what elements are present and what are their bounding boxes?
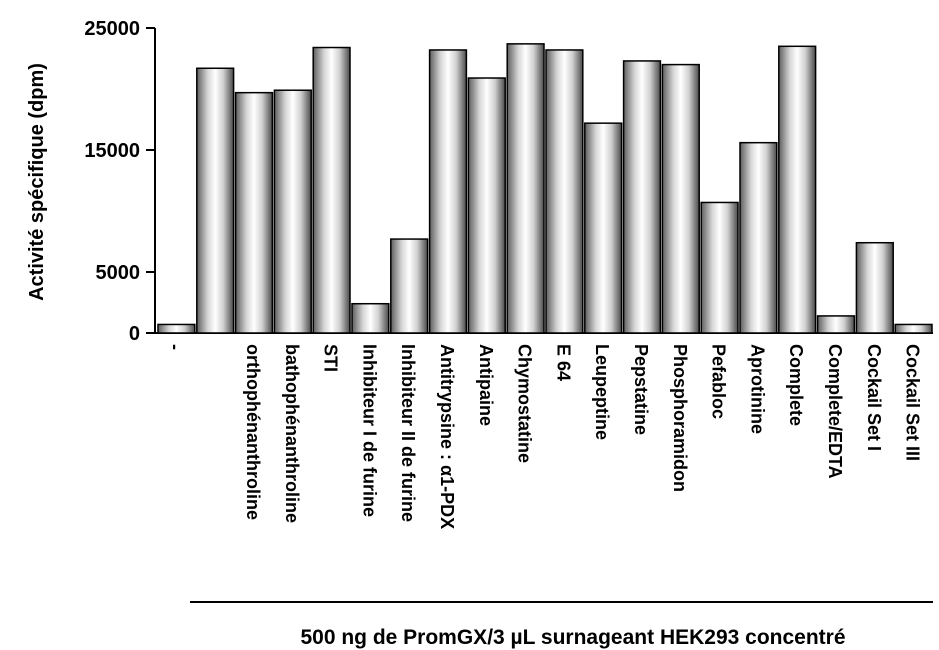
bar bbox=[351, 302, 390, 334]
bar bbox=[273, 89, 312, 334]
bars bbox=[157, 43, 933, 334]
bar bbox=[467, 77, 506, 334]
bar bbox=[234, 91, 274, 334]
x-tick-label: orthophénanthroline bbox=[243, 344, 263, 520]
x-tick-label: Inhibiteur II de furine bbox=[398, 344, 418, 522]
bar bbox=[312, 46, 351, 334]
x-axis-label: 500 ng de PromGX/3 µL surnageant HEK293 … bbox=[300, 626, 845, 649]
x-tick-label: Phosphoramidon bbox=[670, 344, 690, 492]
y-tick-label: 5000 bbox=[96, 262, 141, 284]
y-tick-label: 0 bbox=[129, 323, 140, 345]
bar bbox=[855, 241, 894, 334]
y-axis-label: Activité spécifique (dpm) bbox=[26, 63, 48, 301]
x-tick-label: Pepstatine bbox=[631, 344, 651, 435]
bar bbox=[428, 49, 468, 334]
bar bbox=[622, 60, 662, 334]
bar bbox=[816, 315, 856, 334]
y-tick-label: 15000 bbox=[84, 140, 140, 162]
bar bbox=[700, 201, 739, 334]
x-tick-label: Cockail Set I bbox=[864, 344, 884, 451]
bar bbox=[739, 141, 778, 334]
x-tick-label: E 64 bbox=[553, 344, 573, 381]
x-tick-label: Pefabloc bbox=[709, 344, 729, 419]
x-tick-label: Antitrypsine : α1-PDX bbox=[437, 344, 457, 529]
bar bbox=[584, 122, 623, 334]
x-tick-label: Complete/EDTA bbox=[825, 344, 845, 479]
x-tick-label: STI bbox=[321, 344, 341, 372]
bar bbox=[506, 43, 545, 334]
x-tick-label: - bbox=[165, 344, 185, 350]
x-tick-label: Chymostatine bbox=[515, 344, 535, 463]
bar bbox=[661, 63, 700, 334]
y-tick-label: 25000 bbox=[84, 18, 140, 40]
x-tick-label: Antipaine bbox=[476, 344, 496, 426]
x-tick-label: Cockail Set III bbox=[903, 344, 923, 461]
bar bbox=[778, 45, 817, 334]
x-tick-label: bathophénanthroline bbox=[282, 344, 302, 523]
bar bbox=[894, 323, 933, 334]
x-tick-label: Complete bbox=[786, 344, 806, 426]
x-tick-label: Inhibiteur I de furine bbox=[359, 344, 379, 517]
bar bbox=[157, 323, 196, 334]
y-ticks: 0 5000 15000 25000 bbox=[84, 18, 155, 345]
bar bbox=[196, 67, 235, 334]
bar bbox=[390, 238, 429, 334]
x-tick-label: Leupeptine bbox=[592, 344, 612, 440]
x-tick-labels: - orthophénanthroline bathophénanthroline S… bbox=[165, 344, 922, 529]
x-tick-label: Aprotinine bbox=[747, 344, 767, 434]
bar bbox=[545, 49, 584, 334]
